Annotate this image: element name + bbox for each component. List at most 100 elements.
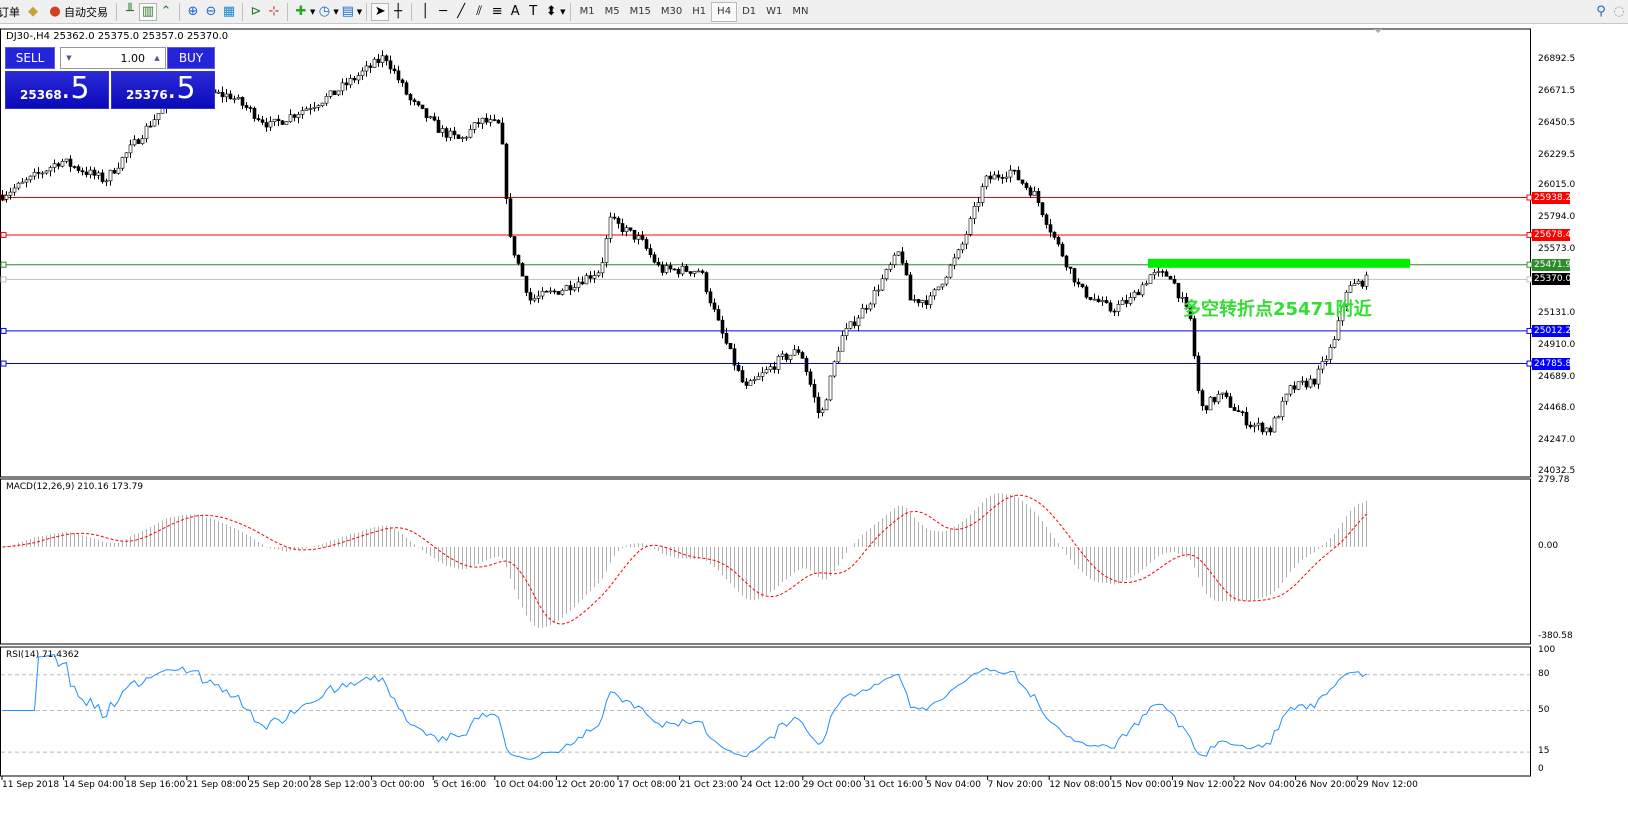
autoscroll-icon[interactable]: ⊹ [268, 4, 280, 19]
level-handle [0, 327, 7, 334]
bear-candle [1176, 282, 1181, 299]
bear-candle [700, 270, 705, 273]
trendline-icon[interactable]: ╱ [457, 4, 466, 19]
bull-candle [372, 58, 377, 68]
horizontal-line-icon[interactable]: ─ [439, 4, 448, 19]
candlestick-icon[interactable]: ▥ [139, 2, 157, 21]
bull-candle [380, 55, 385, 63]
bear-candle [404, 82, 409, 95]
sell-button[interactable]: SELL [5, 47, 55, 69]
time-axis-label: 28 Sep 12:00 [310, 780, 371, 790]
macd-axis-label: 0.00 [1538, 541, 1559, 551]
chart-annotation[interactable]: 多空转折点25471附近 [1183, 299, 1372, 320]
bull-candle [892, 254, 897, 266]
bull-candle [752, 379, 757, 381]
bear-candle [864, 308, 869, 310]
bull-candle [1280, 400, 1285, 418]
indicators-icon[interactable]: ✚ [295, 4, 307, 19]
lot-value[interactable]: 1.00 [120, 51, 146, 65]
timeframe-mn[interactable]: MN [792, 6, 809, 17]
bull-candle [1272, 417, 1277, 433]
bull-candle [692, 270, 697, 274]
bull-candle [20, 181, 25, 184]
bear-candle [1228, 396, 1233, 408]
timeframe-w1[interactable]: W1 [766, 6, 783, 17]
macd-label: MACD(12,26,9) 210.16 173.79 [6, 482, 144, 492]
bear-candle [1084, 286, 1089, 298]
bull-candle [1320, 361, 1325, 370]
autotrade-button[interactable]: ● 自动交易 [42, 1, 112, 23]
bull-candle [536, 295, 541, 299]
equidistant-channel-icon[interactable]: ⫽ [476, 4, 483, 19]
level-price-tag: 25471.9 [1532, 258, 1570, 271]
periods-clock-icon[interactable]: ◷ [318, 4, 331, 19]
bear-candle [1304, 380, 1309, 388]
timeframe-d1[interactable]: D1 [742, 6, 757, 17]
crosshair-icon[interactable]: ┼ [394, 4, 403, 19]
text-label-icon[interactable]: T [529, 4, 538, 19]
timeframe-m1[interactable]: M1 [579, 6, 595, 17]
bull-candle [636, 235, 641, 240]
bear-candle [56, 163, 61, 167]
bull-candle [472, 122, 477, 130]
bull-candle [596, 272, 601, 276]
vertical-line-icon[interactable]: │ [421, 4, 430, 19]
timeframe-m15[interactable]: M15 [629, 6, 651, 17]
timeframe-m5[interactable]: M5 [604, 6, 620, 17]
bear-candle [1104, 300, 1109, 304]
bull-candle [364, 65, 369, 72]
price-axis-label: 24689.0 [1538, 371, 1576, 382]
timeframe-m30[interactable]: M30 [660, 6, 683, 17]
zoom-out-icon[interactable]: ⊖ [205, 4, 217, 19]
timeframe-h4[interactable]: H4 [711, 1, 738, 22]
bull-candle [448, 130, 453, 138]
arrows-icon[interactable]: ⬍ [545, 4, 557, 19]
bear-candle [1088, 296, 1093, 300]
bull-candle [308, 108, 313, 110]
bull-candle [1100, 300, 1105, 303]
bull-candle [236, 97, 241, 100]
time-axis-label: 15 Nov 00:00 [1110, 780, 1172, 790]
bear-candle [660, 264, 665, 273]
tile-windows-icon[interactable]: ▦ [222, 4, 236, 19]
bull-candle [48, 167, 53, 172]
one-click-trading-panel: SELL ▼ 1.00 ▲ BUY 25368.5 25376.5 [5, 47, 215, 109]
bull-candle [340, 82, 345, 92]
bull-candle [932, 289, 937, 297]
bear-candle [552, 290, 557, 293]
bull-candle [356, 75, 361, 81]
bear-candle [1124, 300, 1129, 304]
time-axis-label: 17 Oct 08:00 [618, 780, 677, 790]
time-axis-label: 29 Oct 00:00 [802, 780, 862, 790]
bull-candle [1276, 416, 1281, 419]
cursor-icon[interactable]: ➤ [371, 2, 390, 21]
fibonacci-icon[interactable]: ≡ [491, 4, 503, 19]
community-icon[interactable]: ◌ [1613, 4, 1625, 19]
chart-shift-icon[interactable]: ⊳ [250, 4, 262, 19]
buy-button[interactable]: BUY [167, 47, 215, 69]
bar-chart-icon[interactable]: ╨ [126, 4, 134, 19]
timeframe-h1[interactable]: H1 [692, 6, 707, 17]
sell-price[interactable]: 25368.5 [5, 71, 109, 109]
search-icon[interactable]: ⚲ [1596, 4, 1606, 19]
time-axis-label: 29 Nov 12:00 [1357, 780, 1418, 790]
text-icon[interactable]: A [510, 4, 520, 19]
bull-candle [940, 283, 945, 288]
buy-price[interactable]: 25376.5 [111, 71, 215, 109]
bear-candle [1196, 355, 1201, 391]
bear-candle [1224, 392, 1229, 398]
bull-candle [1032, 191, 1037, 196]
templates-icon[interactable]: ▤ [341, 4, 354, 19]
bull-candle [312, 107, 317, 109]
zoom-in-icon[interactable]: ⊕ [187, 4, 199, 19]
book-icon[interactable]: ◆ [28, 4, 38, 19]
macd-axis-label: -380.58 [1538, 630, 1573, 641]
bull-candle [440, 128, 445, 133]
new-order-button[interactable]: 订单 [0, 1, 24, 23]
line-chart-icon[interactable]: ⌃ [160, 4, 172, 19]
lot-size-input[interactable]: ▼ 1.00 ▲ [60, 47, 166, 69]
lot-decrease-button[interactable]: ▼ [66, 54, 72, 62]
bear-candle [720, 319, 725, 334]
chart-canvas[interactable] [0, 24, 1628, 820]
lot-increase-button[interactable]: ▲ [154, 54, 160, 62]
